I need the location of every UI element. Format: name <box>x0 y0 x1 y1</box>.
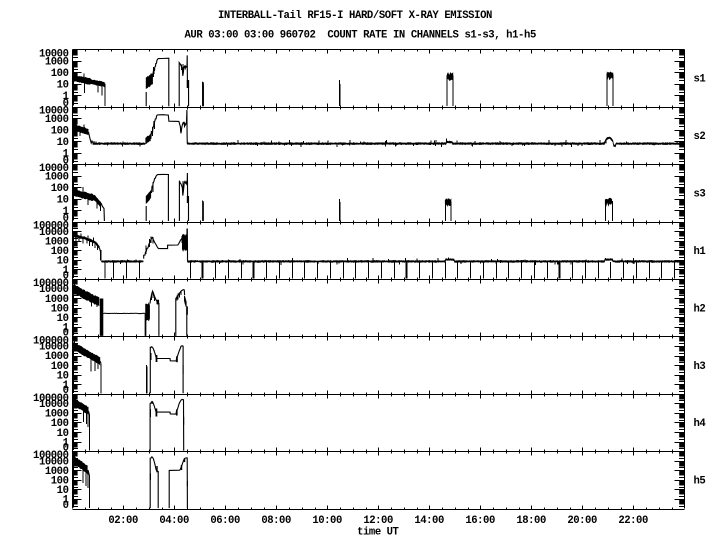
svg-text:0: 0 <box>63 385 69 397</box>
svg-text:h5: h5 <box>694 476 706 488</box>
svg-text:INTERBALL-Tail RF15-I HARD/SOF: INTERBALL-Tail RF15-I HARD/SOFT X-RAY EM… <box>218 10 492 22</box>
svg-text:h3: h3 <box>694 361 706 373</box>
svg-text:1: 1 <box>63 322 69 334</box>
svg-text:100000: 100000 <box>33 335 69 347</box>
svg-text:100: 100 <box>51 418 69 430</box>
svg-text:h2: h2 <box>694 303 706 315</box>
svg-text:10000: 10000 <box>39 342 69 354</box>
svg-text:22:00: 22:00 <box>618 515 648 527</box>
svg-text:AUR 03:00 03:00 960702 COUNT: AUR 03:00 03:00 960702 COUNT RATE IN CHA… <box>184 30 536 42</box>
svg-text:100: 100 <box>51 68 69 80</box>
svg-text:1000: 1000 <box>45 466 69 478</box>
svg-text:1000: 1000 <box>45 236 69 248</box>
svg-text:1000: 1000 <box>45 56 69 68</box>
svg-text:1000: 1000 <box>45 171 69 183</box>
svg-text:1000: 1000 <box>45 294 69 306</box>
svg-text:100: 100 <box>51 303 69 315</box>
svg-text:time UT: time UT <box>357 527 399 539</box>
svg-text:1: 1 <box>63 437 69 449</box>
svg-text:10: 10 <box>57 370 69 382</box>
svg-text:s3: s3 <box>694 189 706 201</box>
svg-text:100: 100 <box>51 183 69 195</box>
svg-text:10: 10 <box>57 485 69 497</box>
svg-text:10:00: 10:00 <box>312 515 342 527</box>
svg-text:10: 10 <box>57 194 69 206</box>
svg-text:h1: h1 <box>694 246 706 258</box>
svg-text:0: 0 <box>63 213 69 225</box>
svg-text:14:00: 14:00 <box>414 515 444 527</box>
svg-text:10: 10 <box>57 428 69 440</box>
svg-text:12:00: 12:00 <box>363 515 393 527</box>
svg-text:100: 100 <box>51 125 69 137</box>
svg-text:10000: 10000 <box>39 227 69 239</box>
svg-text:08:00: 08:00 <box>261 515 291 527</box>
svg-text:100: 100 <box>51 246 69 258</box>
svg-text:0: 0 <box>63 270 69 282</box>
svg-text:1000: 1000 <box>45 409 69 421</box>
svg-text:100: 100 <box>51 361 69 373</box>
svg-text:0: 0 <box>63 328 69 340</box>
svg-text:100000: 100000 <box>33 221 69 233</box>
svg-text:s2: s2 <box>694 131 706 143</box>
svg-text:1: 1 <box>63 495 69 507</box>
svg-text:100000: 100000 <box>33 278 69 290</box>
svg-text:0: 0 <box>63 442 69 454</box>
svg-text:0: 0 <box>63 98 69 110</box>
svg-text:04:00: 04:00 <box>159 515 189 527</box>
svg-text:100000: 100000 <box>33 393 69 405</box>
svg-text:10: 10 <box>57 313 69 325</box>
svg-text:1: 1 <box>63 91 69 103</box>
svg-text:s1: s1 <box>694 74 706 86</box>
svg-text:02:00: 02:00 <box>108 515 138 527</box>
svg-text:10: 10 <box>57 79 69 91</box>
svg-text:100000: 100000 <box>33 450 69 462</box>
svg-text:1: 1 <box>63 380 69 392</box>
svg-text:h4: h4 <box>694 418 707 430</box>
svg-text:06:00: 06:00 <box>210 515 240 527</box>
svg-text:10000: 10000 <box>39 163 69 175</box>
svg-text:1000: 1000 <box>45 114 69 126</box>
svg-text:1: 1 <box>63 148 69 160</box>
svg-text:1: 1 <box>63 206 69 218</box>
svg-text:10000: 10000 <box>39 284 69 296</box>
svg-text:10000: 10000 <box>39 399 69 411</box>
svg-text:1000: 1000 <box>45 351 69 363</box>
svg-text:10000: 10000 <box>39 456 69 468</box>
svg-text:10000: 10000 <box>39 48 69 60</box>
svg-text:10: 10 <box>57 256 69 268</box>
svg-text:18:00: 18:00 <box>516 515 546 527</box>
svg-text:100: 100 <box>51 476 69 488</box>
svg-text:0: 0 <box>63 500 69 512</box>
svg-text:1: 1 <box>63 265 69 277</box>
svg-text:10000: 10000 <box>39 106 69 118</box>
svg-text:16:00: 16:00 <box>465 515 495 527</box>
svg-text:10: 10 <box>57 137 69 149</box>
svg-text:20:00: 20:00 <box>567 515 597 527</box>
svg-text:0: 0 <box>63 155 69 167</box>
